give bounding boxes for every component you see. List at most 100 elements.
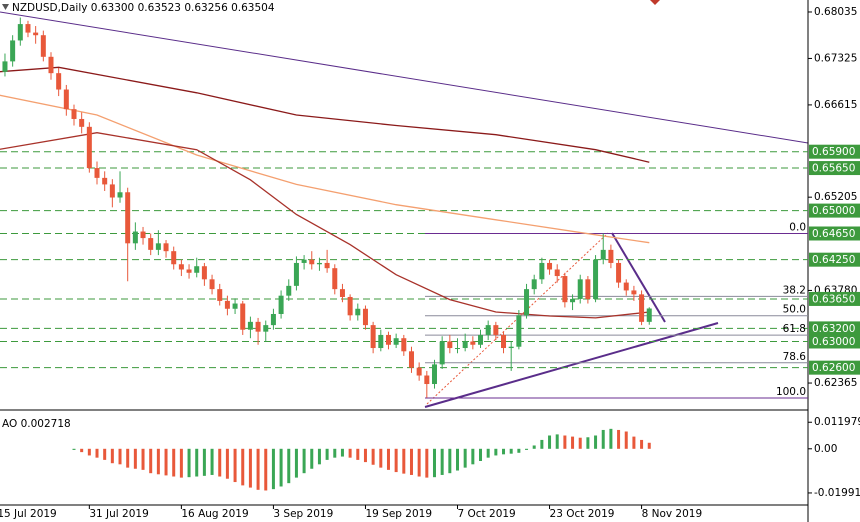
candle-body	[408, 351, 414, 368]
x-tick-label: 7 Oct 2019	[458, 508, 516, 520]
candle-body	[125, 192, 131, 244]
candle-body	[631, 290, 637, 295]
ao-bar	[164, 448, 168, 476]
level-label: 0.62600	[812, 362, 855, 374]
ao-bar	[617, 429, 621, 449]
ao-bar	[471, 448, 475, 465]
ao-bar	[517, 448, 521, 453]
ao-bar	[340, 448, 344, 457]
candle-body	[508, 346, 514, 349]
ao-bar	[133, 448, 137, 469]
marker	[650, 0, 660, 5]
level-box	[809, 321, 860, 336]
candle-body	[224, 300, 230, 309]
ao-bar	[187, 448, 191, 478]
ao-bar	[195, 448, 199, 477]
candle-body	[501, 334, 507, 349]
fib-label: 78.6	[783, 351, 807, 363]
y-tick-label: 0.68035	[814, 6, 857, 18]
ao-bar	[248, 448, 252, 488]
candle-body	[48, 56, 54, 74]
candle-body	[25, 24, 31, 33]
ao-bar	[494, 448, 498, 456]
candle-body	[171, 251, 177, 265]
level-box	[809, 252, 860, 267]
candle-body	[462, 341, 468, 349]
ao-bar	[72, 448, 76, 450]
candle-body	[56, 73, 62, 90]
ao-bar	[563, 435, 567, 449]
candle-body	[516, 315, 522, 347]
level-box	[809, 360, 860, 375]
level-box	[809, 291, 860, 306]
candle-body	[186, 269, 192, 273]
y-tick-label: 0.66615	[814, 99, 857, 111]
level-box	[809, 161, 860, 176]
candle-body	[94, 168, 100, 178]
ao-y-tick-label: 0.011979	[814, 416, 860, 428]
candle-body	[263, 325, 269, 332]
candle-body	[140, 231, 146, 239]
candle-body	[17, 24, 23, 41]
ao-bar	[425, 448, 429, 478]
ao-bar	[264, 448, 268, 491]
candle-body	[209, 279, 215, 290]
candle-body	[201, 266, 207, 280]
candle-body	[431, 364, 437, 385]
ao-bar	[540, 439, 544, 449]
ao-bar	[218, 448, 222, 477]
ao-bar	[80, 448, 84, 453]
candle-body	[2, 61, 8, 72]
candle-body	[324, 262, 330, 269]
candle-body	[370, 325, 376, 349]
ao-bar	[555, 434, 559, 449]
ao-bar	[294, 448, 298, 478]
candle-body	[455, 348, 460, 350]
ao-bar	[624, 431, 628, 449]
ma-line	[0, 132, 650, 319]
ma-line	[0, 94, 650, 244]
ao-bar	[502, 448, 506, 455]
ao-bar	[149, 448, 153, 474]
level-box	[809, 226, 860, 241]
candle-body	[416, 367, 422, 376]
candle-body	[478, 334, 484, 345]
ao-bar	[409, 448, 413, 475]
ao-bar	[317, 448, 321, 465]
ao-bar	[210, 448, 214, 475]
x-tick-label: 3 Sep 2019	[273, 508, 333, 520]
candle-body	[524, 289, 530, 316]
candle-body	[286, 285, 292, 296]
level-label: 0.63000	[812, 336, 855, 348]
candle-body	[86, 126, 92, 169]
ao-bar	[172, 448, 176, 477]
fib-label: 50.0	[783, 304, 806, 316]
ao-bar	[432, 448, 436, 478]
ao-bar	[486, 448, 490, 458]
candle-body	[194, 266, 200, 273]
ao-bar	[440, 448, 444, 475]
candle-body	[570, 298, 576, 303]
plot-area: 0.0 38.2 50.0 61.8 78.6 100.0	[0, 17, 808, 399]
ao-bar	[609, 428, 613, 449]
ao-bar	[279, 448, 283, 487]
level-box	[809, 334, 860, 349]
candle-body	[393, 338, 399, 345]
ao-bar	[394, 448, 398, 473]
candle-body	[293, 262, 299, 286]
trend-line	[0, 11, 809, 144]
candle-body	[40, 35, 46, 57]
ao-bar	[509, 448, 513, 454]
level-label: 0.63650	[812, 293, 855, 305]
candle-body	[117, 192, 123, 198]
candle-body	[577, 279, 583, 299]
candle-body	[470, 341, 476, 345]
y-tick-label: 0.67325	[814, 52, 857, 64]
candle-body	[240, 303, 246, 330]
ao-bar	[225, 448, 229, 479]
ao-bar	[456, 448, 459, 471]
x-tick-label: 19 Sep 2019	[365, 508, 432, 520]
candle-body	[439, 341, 445, 365]
ao-bar	[571, 436, 575, 449]
ao-bar	[647, 442, 651, 449]
